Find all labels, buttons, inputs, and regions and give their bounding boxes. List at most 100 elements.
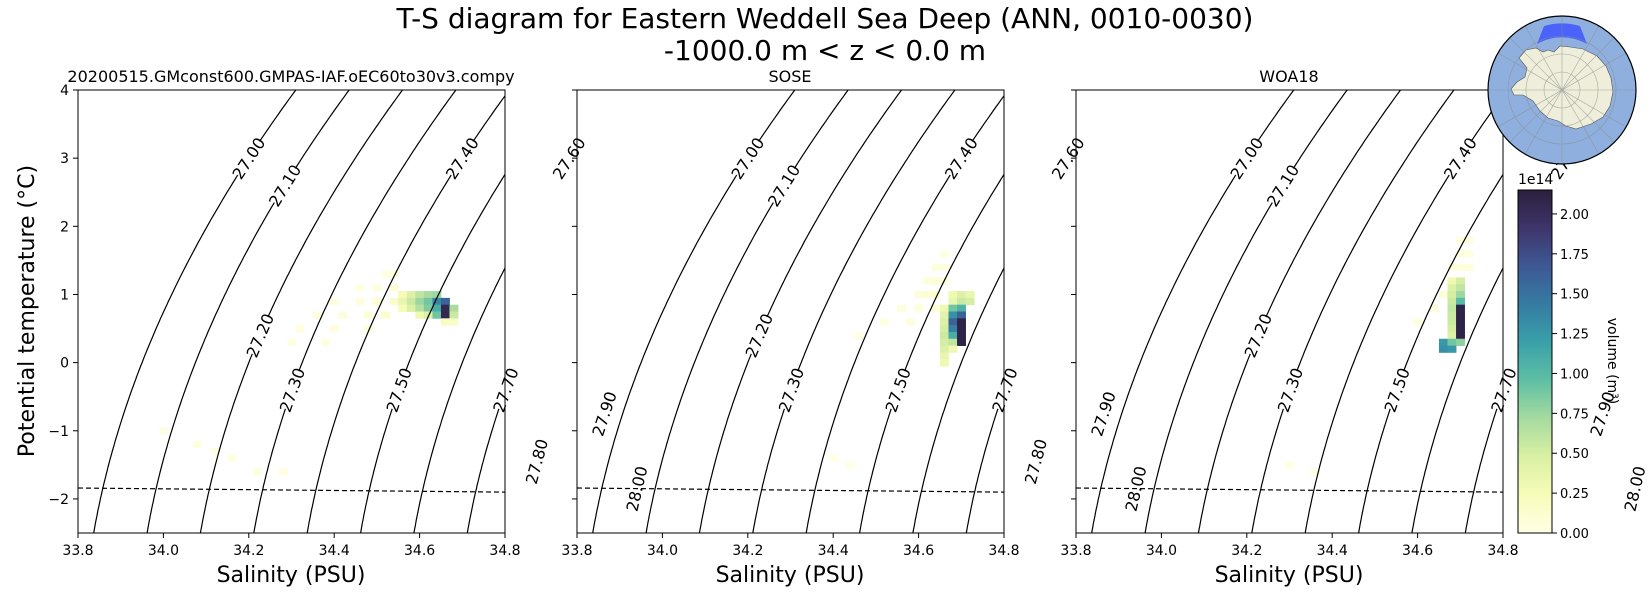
x-tick-label: 34.4 (319, 543, 350, 559)
histogram-cell (939, 304, 949, 312)
histogram-cell (449, 318, 459, 326)
histogram-cell (406, 291, 416, 299)
histogram-cell (957, 331, 966, 340)
contour-label: 28.00 (1621, 464, 1650, 513)
colorbar-exponent: 1e14 (1518, 172, 1553, 188)
histogram-cell (440, 311, 450, 319)
histogram-cell (1310, 468, 1320, 476)
histogram-cell (1438, 291, 1448, 299)
contour-label: 27.10 (764, 161, 804, 210)
x-tick-label: 34.6 (404, 543, 435, 559)
histogram-cell (253, 468, 263, 476)
contour-label-bg (1021, 439, 1050, 484)
contour-label: 27.10 (1263, 161, 1303, 210)
contour-label-bg (1441, 136, 1479, 180)
isopycnal-27.70 (1464, 389, 1503, 533)
histogram-cell (398, 297, 408, 306)
isopycnal-27.00 (93, 90, 297, 533)
colorbar-tick-label: 1.75 (1560, 248, 1589, 263)
histogram-cell (1464, 236, 1474, 244)
x-tick-label: 34.6 (903, 543, 934, 559)
isopycnal-27.10 (1144, 90, 1348, 533)
histogram-cell (948, 291, 958, 299)
histogram-cell (957, 291, 966, 299)
panel-1-title: 20200515.GMconst600.GMPAS-IAF.oEC60to30v… (67, 67, 514, 86)
contour-label-bg (775, 368, 807, 412)
contour-label-bg (882, 368, 913, 412)
contour-label: 27.20 (1241, 311, 1276, 361)
isopycnal-27.10 (146, 90, 350, 533)
histogram-cell (227, 454, 237, 462)
contour-label: 27.10 (265, 161, 305, 210)
histogram-cell (329, 325, 339, 333)
x-tick-label: 34.4 (818, 543, 849, 559)
contour-label: 27.30 (1274, 365, 1307, 415)
contour-label: 27.80 (522, 437, 552, 486)
x-tick-label: 33.8 (1060, 543, 1091, 559)
contour-label-bg (1621, 467, 1648, 511)
contour-label: 27.50 (383, 365, 416, 415)
histogram-cell (372, 297, 382, 306)
isopycnal-27.60 (912, 266, 1004, 533)
histogram-cell (1456, 250, 1465, 258)
histogram-cell (897, 304, 907, 312)
y-tick-label: 2 (60, 219, 69, 235)
histogram-cell (295, 325, 305, 333)
histogram-cell (931, 291, 941, 299)
histogram-cell (939, 338, 949, 346)
contour-label-bg (1241, 313, 1275, 358)
colorbar-gradient (1517, 189, 1553, 534)
histogram-cell (415, 297, 425, 306)
histogram-cell (312, 311, 322, 319)
y-tick-label: −2 (48, 492, 69, 508)
histogram-cell (905, 318, 915, 326)
histogram-cell (939, 359, 949, 367)
histogram-cell (440, 297, 450, 306)
histogram-cell (415, 304, 425, 312)
histogram-cell (415, 291, 425, 299)
histogram-cell (432, 297, 442, 306)
panel-2-frame (576, 89, 1005, 534)
contour-label: 27.30 (775, 365, 808, 415)
histogram-cell (193, 440, 203, 449)
histogram-cell (957, 338, 966, 346)
colorbar-tick-label: 0.50 (1560, 447, 1589, 462)
histogram-cell (432, 304, 442, 312)
histogram-cell (1447, 311, 1457, 319)
histogram-cell (1285, 461, 1295, 469)
figure-title-line2: -1000.0 m < z < 0.0 m (664, 34, 986, 67)
histogram-cell (931, 304, 941, 312)
histogram-cell (406, 297, 416, 306)
panel-1-xlabel: Salinity (PSU) (217, 563, 366, 588)
histogram-cell (432, 291, 442, 299)
histogram-cell (957, 304, 966, 312)
histogram-cell (1456, 338, 1465, 346)
ts-panel-1: 20200515.GMconst600.GMPAS-IAF.oEC60to30v… (15, 67, 733, 588)
histogram-cell (415, 311, 425, 319)
x-tick-label: 34.2 (233, 543, 264, 559)
contour-label: 27.40 (941, 134, 982, 183)
isopycnal-27.20 (1197, 90, 1402, 533)
panel-2-x-ticks: 33.8 34.0 34.2 34.4 34.6 34.8 (561, 533, 1020, 559)
contour-label-bg (1274, 368, 1306, 412)
contour-label-bg (765, 163, 802, 208)
contour-label: 27.40 (1440, 134, 1481, 183)
panel-3-title: WOA18 (1259, 67, 1318, 86)
colorbar-label: volume (m³) (1604, 318, 1620, 405)
x-tick-label: 34.0 (647, 543, 678, 559)
contour-label: 27.00 (727, 134, 768, 183)
panel-2-title: SOSE (768, 67, 811, 86)
contour-label-bg (942, 136, 980, 180)
histogram-cell (914, 304, 924, 312)
contour-label-bg (1088, 391, 1118, 436)
isopycnal-27.50 (1357, 173, 1503, 533)
isopycnal-27.30 (1251, 90, 1455, 533)
histogram-cell (364, 325, 374, 333)
histogram-cell (1447, 291, 1457, 299)
x-tick-label: 34.6 (1402, 543, 1433, 559)
colorbar: 1e14 0.00 0.25 0.50 0.75 1.00 1.25 1.50 1.75 2.0… (1517, 172, 1620, 542)
colorbar-tick-label: 0.75 (1560, 407, 1589, 422)
histogram-cell (423, 304, 433, 312)
isopycnal-27.80 (518, 76, 733, 546)
histogram-cell (939, 318, 949, 326)
